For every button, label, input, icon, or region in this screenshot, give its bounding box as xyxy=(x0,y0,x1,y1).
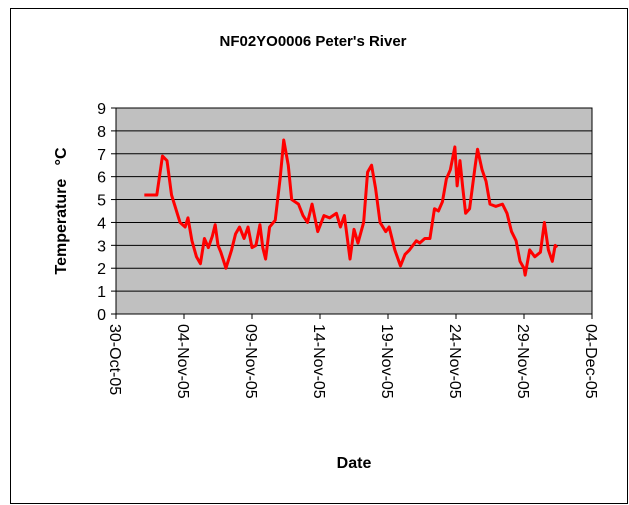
y-tick-label: 2 xyxy=(97,261,106,278)
y-tick-label: 7 xyxy=(97,147,106,164)
x-axis-label: Date xyxy=(337,455,372,472)
y-tick-label: 3 xyxy=(97,238,106,255)
y-tick-label: 4 xyxy=(97,215,106,232)
x-tick-label: 29-Nov-05 xyxy=(514,324,531,399)
chart-title: NF02YO0006 Peter's River xyxy=(219,33,406,50)
y-tick-label: 1 xyxy=(97,284,106,301)
data-line xyxy=(144,138,559,277)
x-tick-label: 09-Nov-05 xyxy=(242,324,259,399)
plot-area xyxy=(116,108,592,314)
y-tick-label: 8 xyxy=(97,124,106,141)
y-tick-label: 0 xyxy=(97,307,106,324)
plot-border xyxy=(115,107,593,315)
x-tick-label: 04-Dec-05 xyxy=(582,324,599,399)
x-tick-label: 19-Nov-05 xyxy=(378,324,395,399)
y-tick-label: 9 xyxy=(97,101,106,118)
x-tick-label: 24-Nov-05 xyxy=(446,324,463,399)
x-tick-label: 30-Oct-05 xyxy=(106,324,123,395)
y-tick-label: 6 xyxy=(97,170,106,187)
x-tick-label: 14-Nov-05 xyxy=(310,324,327,399)
x-tick-label: 04-Nov-05 xyxy=(174,324,191,399)
y-tick-label: 5 xyxy=(97,193,106,210)
y-axis-label: Temperature °C xyxy=(53,147,70,274)
